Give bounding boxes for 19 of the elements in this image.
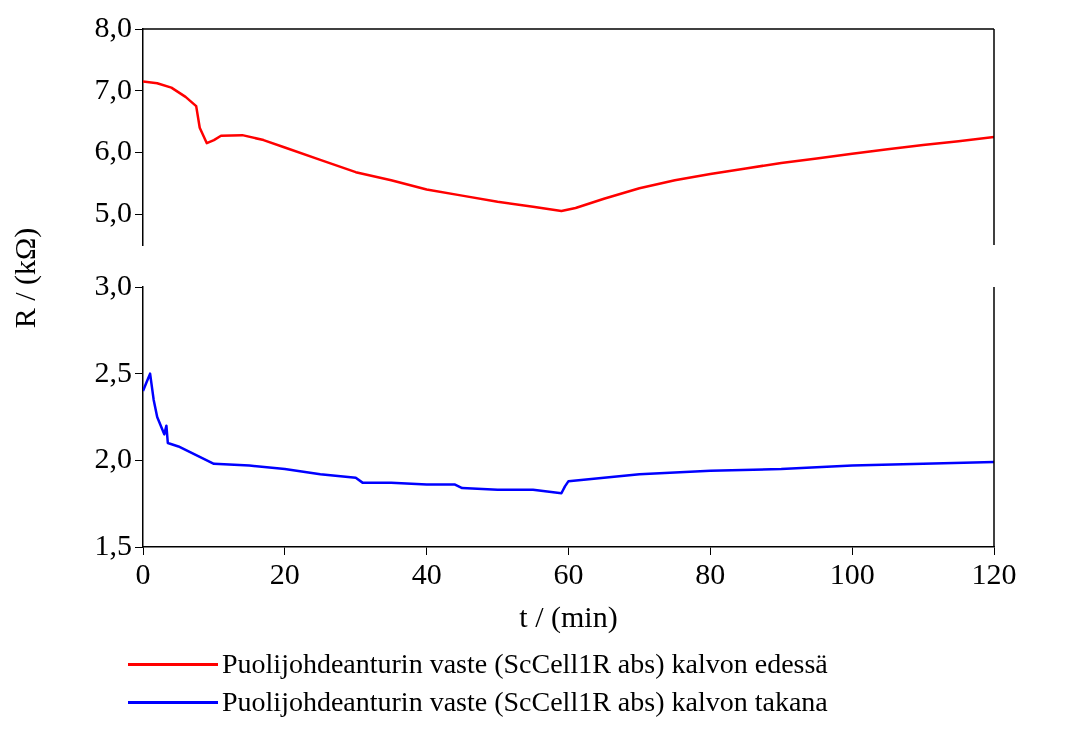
y-tick-label: 2,0: [94, 441, 132, 475]
y-tick-label: 1,5: [94, 527, 132, 561]
legend-label: Puolijohdeanturin vaste (ScCell1R abs) kalvon takana: [222, 685, 828, 719]
legend-label: Puolijohdeanturin vaste (ScCell1R abs) kalvon edessä: [222, 647, 828, 681]
x-tick-label: 100: [829, 556, 875, 590]
y-axis-title: R / (kΩ): [8, 227, 42, 329]
y-tick-label: 3,0: [94, 267, 132, 301]
x-tick-label: 40: [411, 556, 442, 590]
x-tick-label: 20: [269, 556, 300, 590]
x-axis-title: t / (min): [519, 599, 618, 634]
x-tick-label: 80: [695, 556, 726, 590]
y-tick-label: 7,0: [94, 71, 132, 105]
y-tick-label: 2,5: [94, 354, 132, 388]
y-tick-label: 8,0: [94, 9, 132, 43]
x-tick-label: 60: [553, 556, 584, 590]
x-tick-label: 120: [971, 556, 1017, 590]
y-tick-label: 6,0: [94, 133, 132, 167]
x-tick-label: 0: [135, 556, 151, 590]
y-tick-label: 5,0: [94, 195, 132, 229]
